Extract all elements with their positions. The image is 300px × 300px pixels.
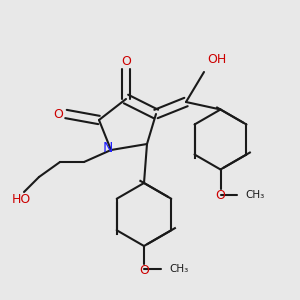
Text: O: O — [121, 55, 131, 68]
Text: CH₃: CH₃ — [245, 190, 265, 200]
Text: HO: HO — [11, 193, 31, 206]
Text: N: N — [103, 142, 113, 155]
Text: CH₃: CH₃ — [169, 263, 189, 274]
Text: OH: OH — [207, 53, 226, 66]
Text: O: O — [216, 189, 225, 202]
Text: O: O — [139, 263, 149, 277]
Text: O: O — [54, 107, 63, 121]
